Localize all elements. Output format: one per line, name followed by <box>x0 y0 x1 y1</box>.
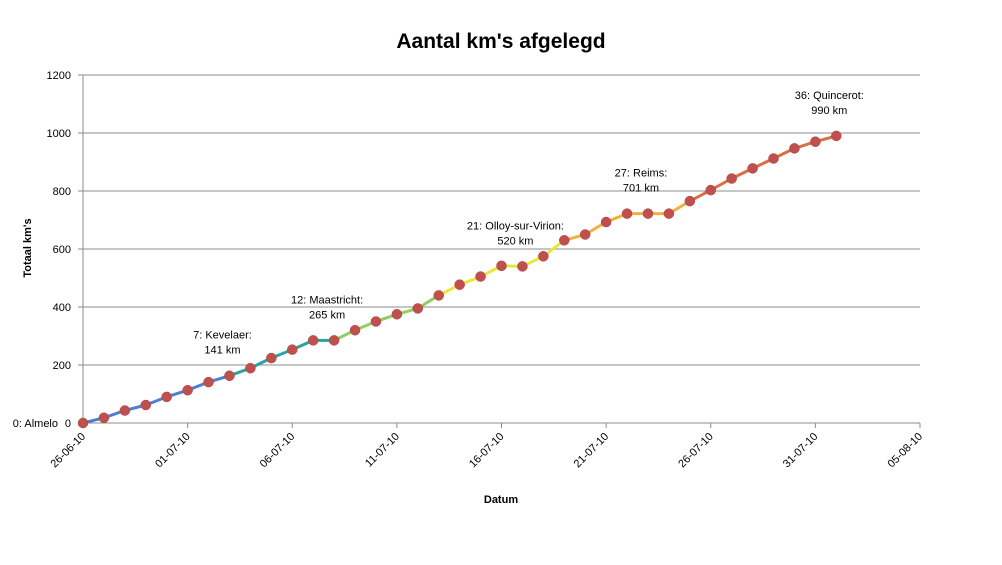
data-point <box>517 261 528 272</box>
data-point <box>391 309 403 320</box>
series-markers <box>77 130 842 429</box>
data-point <box>663 208 675 219</box>
data-point <box>768 153 779 164</box>
data-point <box>412 303 424 314</box>
y-tick-label: 1200 <box>47 70 71 82</box>
annotation-label: 27: Reims: <box>615 168 668 180</box>
data-point <box>684 195 696 207</box>
data-point <box>266 352 277 364</box>
data-point <box>182 384 193 396</box>
data-point <box>161 391 172 403</box>
data-point <box>140 399 152 411</box>
data-point <box>621 208 633 219</box>
data-point <box>726 173 737 184</box>
y-tick-labels: 0 200 400 600 800 1000 1200 <box>47 70 71 430</box>
data-point <box>810 136 821 147</box>
x-tick-label: 01-07-10 <box>153 431 193 471</box>
y-tick-label: 400 <box>53 302 71 314</box>
data-point <box>454 279 465 290</box>
annotation-label: 990 km <box>811 105 847 117</box>
annotation-label: 12: Maastricht: <box>291 294 363 306</box>
data-point <box>287 344 298 355</box>
x-tick-label: 31-07-10 <box>781 431 821 471</box>
data-point <box>98 412 110 424</box>
annotation-label: 21: Olloy-sur-Virion: <box>467 220 564 232</box>
annotation-label: 141 km <box>204 345 240 357</box>
chart-title: Aantal km's afgelegd <box>396 30 606 53</box>
data-point <box>349 324 361 336</box>
axes <box>78 74 921 428</box>
x-tick-label: 16-07-10 <box>467 431 507 471</box>
x-tick-label: 06-07-10 <box>258 431 298 471</box>
annotation-label: 520 km <box>497 235 533 247</box>
data-point <box>77 417 89 429</box>
x-tick-label: 21-07-10 <box>572 431 612 471</box>
data-point <box>747 163 758 174</box>
data-point <box>789 143 800 154</box>
annotation-label: 701 km <box>623 183 659 195</box>
data-point <box>642 208 654 219</box>
data-point <box>370 316 382 327</box>
gridlines <box>83 74 920 366</box>
annotation-label: 36: Quincerot: <box>795 90 864 102</box>
data-point <box>245 362 256 374</box>
data-point <box>119 405 131 416</box>
annotation-label: 265 km <box>309 309 345 321</box>
x-tick-labels: 26-06-10 01-07-10 06-07-10 11-07-10 16-07-10… <box>48 431 925 471</box>
y-tick-label: 800 <box>53 186 71 198</box>
data-point <box>559 235 570 246</box>
data-point <box>224 370 235 381</box>
data-point <box>433 290 444 301</box>
annotations: 0: Almelo 7: Kevelaer: 141 km 12: Maastrich… <box>13 90 864 430</box>
data-point <box>496 260 507 272</box>
annotation-label: 7: Kevelaer: <box>193 330 252 342</box>
x-tick-label: 26-06-10 <box>48 431 88 471</box>
x-tick-label: 26-07-10 <box>676 431 716 471</box>
data-point <box>203 376 214 388</box>
x-tick-label: 05-08-10 <box>885 431 925 471</box>
y-tick-label: 0 <box>65 418 71 430</box>
y-axis-title: Totaal km's <box>22 218 34 277</box>
data-point <box>600 216 612 228</box>
data-point <box>328 335 340 346</box>
data-point <box>831 130 842 142</box>
data-point <box>538 251 549 262</box>
data-point <box>475 271 486 282</box>
data-point <box>307 335 319 346</box>
series-line-segment <box>228 338 336 378</box>
data-point <box>579 229 591 240</box>
x-tick-label: 11-07-10 <box>363 431 402 470</box>
x-axis-title: Datum <box>484 494 518 506</box>
y-tick-label: 1000 <box>47 128 71 140</box>
annotation-label: 0: Almelo <box>13 418 58 430</box>
y-tick-label: 600 <box>53 244 71 256</box>
data-point <box>705 184 716 196</box>
y-tick-label: 200 <box>53 360 71 372</box>
